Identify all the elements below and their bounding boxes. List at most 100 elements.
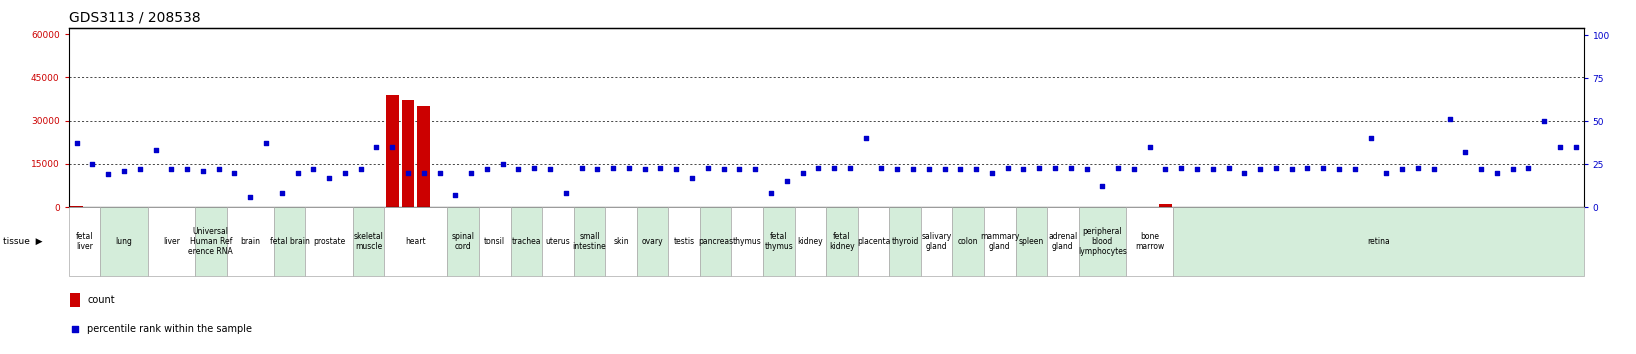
Bar <box>448 207 479 276</box>
Bar <box>70 206 83 207</box>
Bar <box>731 207 762 276</box>
Point <box>522 165 548 170</box>
Point <box>1500 166 1526 172</box>
Point <box>1058 165 1085 170</box>
Point <box>268 190 294 196</box>
Point <box>695 165 721 170</box>
Point <box>1279 166 1306 172</box>
Point <box>347 166 373 172</box>
Point <box>1042 165 1068 170</box>
Point <box>743 166 769 172</box>
Text: thyroid: thyroid <box>892 237 919 246</box>
Point <box>995 165 1021 170</box>
Point <box>1436 116 1463 122</box>
Point <box>1562 144 1589 150</box>
Point <box>79 161 105 167</box>
Point <box>1467 166 1494 172</box>
Point <box>648 165 674 170</box>
Bar <box>983 207 1016 276</box>
Point <box>1342 166 1368 172</box>
Text: tonsil: tonsil <box>484 237 506 246</box>
Point <box>537 166 563 172</box>
Point <box>1090 184 1116 189</box>
Point <box>568 165 594 170</box>
Bar <box>417 106 430 207</box>
Point <box>427 170 453 176</box>
Point <box>159 166 185 172</box>
Text: lung: lung <box>116 237 133 246</box>
Point <box>111 168 137 174</box>
Point <box>206 166 232 172</box>
Point <box>1531 118 1557 124</box>
Bar <box>384 207 448 276</box>
Point <box>1152 166 1178 172</box>
Bar <box>605 207 636 276</box>
Text: uterus: uterus <box>545 237 571 246</box>
Point <box>726 166 753 172</box>
Point <box>285 170 311 176</box>
Bar <box>1173 207 1584 276</box>
Point <box>64 141 90 146</box>
Text: testis: testis <box>674 237 695 246</box>
Text: ovary: ovary <box>641 237 664 246</box>
Point <box>1484 170 1510 176</box>
Text: heart: heart <box>406 237 427 246</box>
Bar <box>353 207 384 276</box>
Point <box>1358 136 1384 141</box>
Point <box>900 166 926 172</box>
Point <box>332 170 358 176</box>
Point <box>474 166 501 172</box>
Text: skin: skin <box>614 237 628 246</box>
Bar <box>273 207 306 276</box>
Point <box>663 166 689 172</box>
Bar <box>700 207 731 276</box>
Bar <box>762 207 795 276</box>
Point <box>301 166 327 172</box>
Point <box>380 144 406 150</box>
Point <box>615 165 641 170</box>
Text: spleen: spleen <box>1019 237 1044 246</box>
Point <box>600 165 627 170</box>
Text: adrenal
gland: adrenal gland <box>1049 232 1078 251</box>
Point <box>631 166 658 172</box>
Point <box>1026 165 1052 170</box>
Bar <box>306 207 353 276</box>
Point <box>1232 170 1258 176</box>
Point <box>1405 165 1432 170</box>
Point <box>458 170 484 176</box>
Point <box>1104 165 1130 170</box>
Bar <box>147 207 195 276</box>
Point <box>237 194 263 200</box>
Point <box>142 148 169 153</box>
Point <box>1263 165 1289 170</box>
Bar <box>795 207 826 276</box>
Text: kidney: kidney <box>798 237 823 246</box>
Point <box>1199 166 1225 172</box>
Text: trachea: trachea <box>512 237 542 246</box>
Text: percentile rank within the sample: percentile rank within the sample <box>87 324 252 334</box>
Point <box>679 175 705 181</box>
Text: Universal
Human Ref
erence RNA: Universal Human Ref erence RNA <box>188 227 232 256</box>
Text: spinal
cord: spinal cord <box>452 232 474 251</box>
Point <box>1216 165 1242 170</box>
Point <box>95 172 121 177</box>
Point <box>757 190 784 196</box>
Point <box>1389 166 1415 172</box>
Bar <box>1078 207 1126 276</box>
Bar <box>195 207 226 276</box>
Point <box>710 166 736 172</box>
Bar <box>1126 207 1173 276</box>
Text: fetal
liver: fetal liver <box>75 232 93 251</box>
Bar <box>1160 205 1171 207</box>
Point <box>883 166 910 172</box>
Text: small
intestine: small intestine <box>573 232 607 251</box>
Bar <box>69 207 100 276</box>
Text: tissue  ▶: tissue ▶ <box>3 237 43 246</box>
Text: pancreas: pancreas <box>699 237 733 246</box>
Point <box>316 175 342 181</box>
Bar <box>87 206 98 207</box>
Point <box>1310 165 1337 170</box>
Point <box>254 141 280 146</box>
Text: skeletal
muscle: skeletal muscle <box>353 232 383 251</box>
Bar <box>1047 207 1078 276</box>
